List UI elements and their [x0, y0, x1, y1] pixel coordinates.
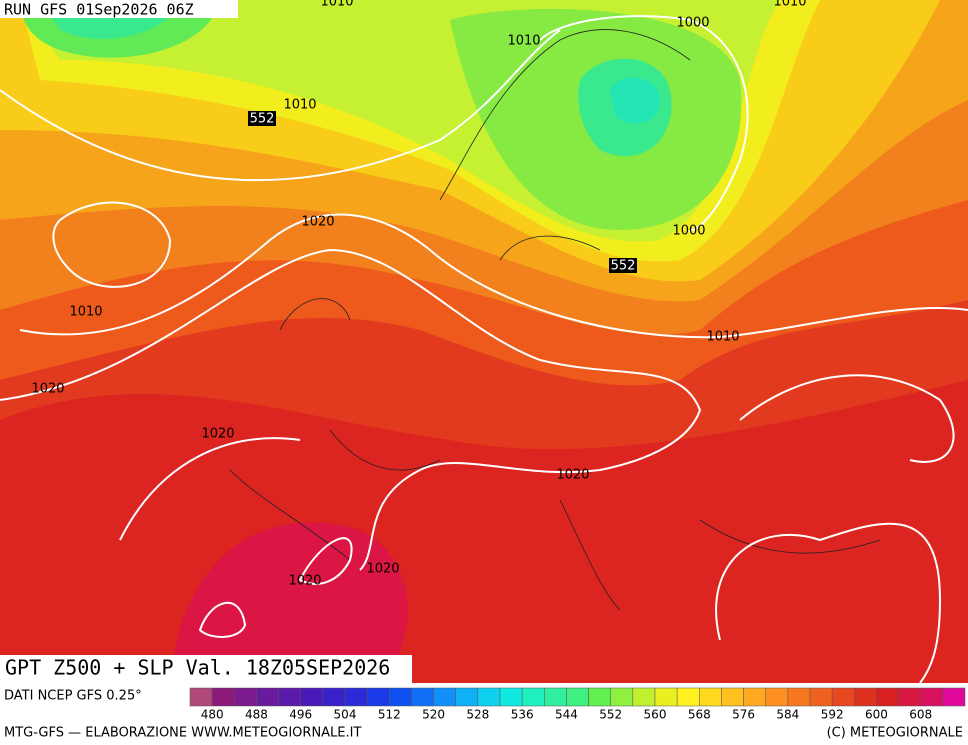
- contour-label: 1020: [556, 468, 589, 483]
- colorbar-label: 512: [378, 708, 401, 722]
- colorbar-swatch: [699, 687, 722, 707]
- footer-left: MTG-GFS — ELABORAZIONE WWW.METEOGIORNALE…: [4, 726, 361, 741]
- colorbar-swatch: [366, 687, 390, 707]
- source-label: DATI NCEP GFS 0.25°: [4, 689, 142, 704]
- contour-label: 1020: [301, 215, 334, 230]
- colorbar-label: 592: [821, 708, 844, 722]
- contour-label: 1020: [288, 574, 321, 589]
- map-title: GPT Z500 + SLP Val. 18Z05SEP2026: [5, 656, 390, 680]
- colorbar-label: 608: [909, 708, 932, 722]
- colorbar-label: 600: [865, 708, 888, 722]
- colorbar-label: 528: [466, 708, 489, 722]
- contour-label: 1010: [69, 305, 102, 320]
- colorbar-swatch: [477, 687, 501, 707]
- colorbar-swatch: [831, 687, 855, 707]
- colorbar-swatch: [389, 687, 412, 707]
- colorbar-label: 480: [201, 708, 224, 722]
- colorbar-label: 496: [289, 708, 312, 722]
- colorbar-label: 568: [688, 708, 711, 722]
- colorbar-swatch: [544, 687, 567, 707]
- colorbar-swatch: [521, 687, 545, 707]
- contour-labels: 1010 1010 1010 1000 552 1010 1020 1000 5…: [31, 0, 806, 589]
- contour-label: 1010: [773, 0, 806, 10]
- colorbar-swatch: [854, 687, 877, 707]
- map: RUN GFS 01Sep2026 06Z 1010 1010 1010 100…: [0, 0, 968, 683]
- colorbar-swatch: [433, 687, 456, 707]
- colorbar-swatch: [256, 687, 279, 707]
- colorbar-swatch: [721, 687, 744, 707]
- contour-label: 552: [250, 112, 275, 127]
- contour-label: 1010: [507, 34, 540, 49]
- contour-label: 552: [611, 259, 636, 274]
- colorbar-swatch: [189, 687, 213, 707]
- colorbar-swatch: [322, 687, 346, 707]
- colorbar-swatch: [411, 687, 434, 707]
- colorbar-swatch: [300, 687, 324, 707]
- colorbar-label: 560: [644, 708, 667, 722]
- footer-right: (C) METEOGIORNALE: [827, 726, 963, 741]
- colorbar-swatch: [344, 687, 368, 707]
- colorbar-swatch: [588, 687, 611, 707]
- colorbar-label: 520: [422, 708, 445, 722]
- colorbar-swatch: [765, 687, 789, 707]
- run-label: RUN GFS 01Sep2026 06Z: [4, 1, 194, 19]
- colorbar-swatch: [610, 687, 634, 707]
- colorbar-swatch: [499, 687, 523, 707]
- colorbar-swatch: [234, 687, 257, 707]
- colorbar-swatch: [743, 687, 766, 707]
- colorbar-swatch: [898, 687, 921, 707]
- colorbar: 480 488 496 504 512 520 528 536 544 552 560 568 576 5…: [189, 687, 966, 722]
- colorbar-swatch: [455, 687, 479, 707]
- contour-label: 1000: [672, 224, 705, 239]
- colorbar-swatch: [211, 687, 235, 707]
- colorbar-label: 576: [732, 708, 755, 722]
- colorbar-swatch: [942, 687, 966, 707]
- colorbar-swatch: [787, 687, 811, 707]
- colorbar-label: 488: [245, 708, 268, 722]
- contour-label: 1000: [676, 16, 709, 31]
- colorbar-swatch: [920, 687, 944, 707]
- colorbar-swatch: [654, 687, 678, 707]
- contour-label: 1010: [283, 98, 316, 113]
- contour-label: 1020: [366, 562, 399, 577]
- colorbar-swatch: [676, 687, 700, 707]
- contour-label: 1010: [706, 330, 739, 345]
- title-box: [0, 655, 412, 683]
- colorbar-label: 544: [555, 708, 578, 722]
- contour-label: 1010: [320, 0, 353, 10]
- colorbar-swatch: [278, 687, 301, 707]
- colorbar-label: 584: [776, 708, 799, 722]
- colorbar-swatch: [876, 687, 899, 707]
- colorbar-swatch: [566, 687, 589, 707]
- header-box: [0, 0, 238, 18]
- colorbar-label: 504: [334, 708, 357, 722]
- colorbar-label: 552: [599, 708, 622, 722]
- colorbar-swatch: [809, 687, 833, 707]
- contour-label: 1020: [31, 382, 64, 397]
- colorbar-swatch: [632, 687, 656, 707]
- contour-label: 1020: [201, 427, 234, 442]
- colorbar-label: 536: [511, 708, 534, 722]
